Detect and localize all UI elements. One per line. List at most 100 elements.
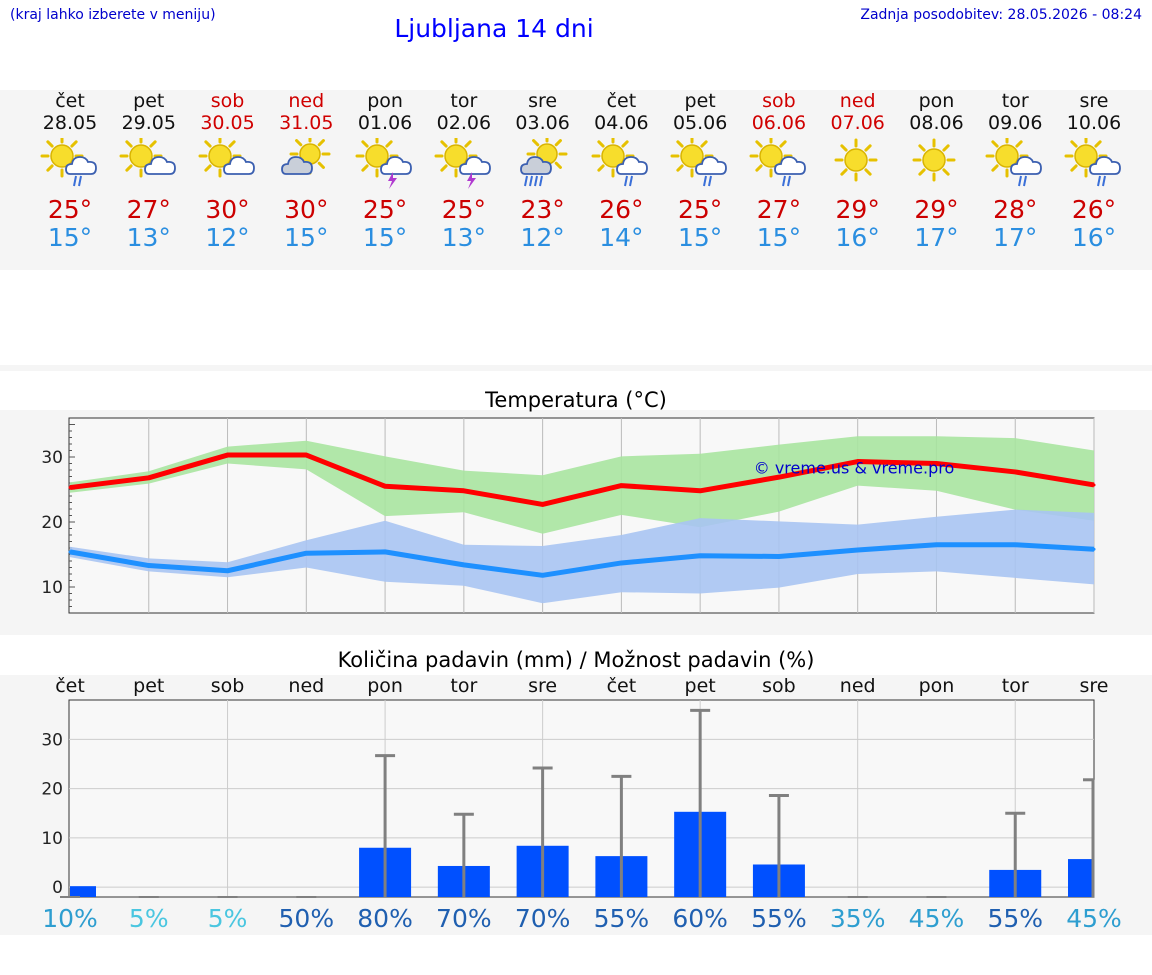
temp-min: 16° (1071, 223, 1117, 252)
day-label: sob (762, 675, 796, 697)
sun-cloud-rain-icon (670, 138, 728, 187)
temp-min-point (1092, 547, 1096, 551)
temp-min: 15° (756, 223, 802, 252)
day-date: 06.06 (751, 112, 807, 134)
day-date: 07.06 (830, 112, 885, 134)
temp-max: 30° (205, 195, 250, 224)
temp-min: 15° (362, 223, 408, 252)
temp-min: 15° (678, 223, 723, 252)
day-date: 10.06 (1066, 112, 1122, 134)
day-forecast: ned 07.06 29° 16° (819, 90, 897, 252)
temp-min: 12° (205, 223, 250, 252)
temp-max-point (226, 453, 230, 457)
day-label: pet (685, 675, 716, 697)
day-date: 02.06 (436, 112, 492, 134)
y-tick-label: 20 (41, 780, 63, 800)
day-label: tor (1002, 675, 1029, 697)
plot-area (68, 699, 1095, 898)
location-hint: (kraj lahko izberete v meniju) (10, 7, 216, 23)
day-label: pon (367, 675, 403, 697)
temp-max-point (777, 475, 781, 479)
sun-cloud-icon (119, 138, 176, 178)
temp-max: 28° (993, 195, 1038, 224)
temp-max-point (147, 476, 151, 480)
temp-min-point (226, 569, 230, 573)
precip-probability: 60% (672, 904, 728, 933)
day-label: pon (919, 675, 955, 697)
sun-cloud-rain-icon (1064, 138, 1121, 187)
sun-cloud-rain-icon (40, 138, 97, 187)
y-tick-label: 0 (52, 878, 63, 898)
temp-min: 17° (993, 223, 1038, 252)
day-forecast: čet 28.05 25° 15° (31, 90, 109, 252)
temp-max-point (462, 489, 466, 493)
day-forecast: tor 02.06 25° 13° (425, 90, 503, 252)
y-tick-label: 30 (41, 730, 63, 750)
day-label: ned (288, 675, 324, 697)
temp-min-line (69, 542, 1095, 578)
day-name: čet (55, 90, 85, 112)
temp-max: 25° (47, 195, 93, 224)
temp-max: 27° (126, 195, 171, 224)
precip-probability: 70% (515, 904, 571, 933)
day-name: pet (684, 90, 716, 112)
day-name: ned (288, 90, 325, 112)
day-name: sre (528, 90, 558, 112)
temp-max-point (304, 453, 308, 457)
day-name: pet (133, 90, 165, 112)
sun-cloud-thunder-icon (355, 138, 412, 189)
day-name: tor (450, 90, 478, 112)
y-tick-label: 10 (41, 829, 63, 849)
day-forecast: sre 10.06 26° 16° (1055, 90, 1133, 252)
precip-probability: 5% (208, 904, 248, 933)
day-forecast: ned 31.05 30° 15° (267, 90, 345, 252)
temp-min: 13° (126, 223, 171, 252)
temp-max: 29° (835, 195, 880, 224)
day-forecast: pet 29.05 27° 13° (110, 90, 188, 252)
temp-max-point (383, 484, 387, 488)
day-label: sob (211, 675, 245, 697)
temp-max: 30° (284, 195, 329, 224)
precip-probability: 10% (42, 904, 98, 933)
temp-min: 17° (914, 223, 959, 252)
cloud-sun-icon (281, 138, 331, 175)
day-date: 09.06 (988, 112, 1043, 134)
precip-probability: 55% (594, 904, 650, 933)
precip-probability: 45% (1066, 904, 1122, 933)
temp-max-point (698, 489, 702, 493)
day-name: čet (606, 90, 637, 112)
temp-min: 14° (599, 223, 644, 252)
temp-min-point (934, 543, 938, 547)
day-label: pet (133, 675, 164, 697)
precip-probability: 5% (129, 904, 169, 933)
precip-probability: 70% (436, 904, 492, 933)
temp-min-point (383, 550, 387, 554)
page-title: Ljubljana 14 dni (394, 14, 594, 43)
day-label: čet (607, 675, 637, 697)
day-date: 28.05 (42, 112, 98, 134)
precipitation-chart: čet pet sob ned pon tor sre čet pet sob ned pon tor s… (41, 675, 1122, 933)
day-forecast: sre 03.06 23° 12° (504, 90, 582, 252)
temp-max: 26° (1071, 195, 1117, 224)
sun-icon (834, 138, 878, 182)
temp-min: 16° (835, 223, 880, 252)
temp-max: 25° (678, 195, 723, 224)
temp-max: 29° (914, 195, 959, 224)
day-date: 08.06 (909, 112, 964, 134)
temp-max-point (1013, 470, 1017, 474)
sun-cloud-rain-icon (985, 138, 1043, 187)
precip-probability: 35% (830, 904, 886, 933)
day-date: 31.05 (279, 112, 334, 134)
day-name: pon (918, 90, 955, 112)
precip-probability: 55% (751, 904, 807, 933)
temp-min-point (1013, 543, 1017, 547)
precip-probability: 80% (357, 904, 413, 933)
temp-min-point (619, 561, 623, 565)
temp-min-range-band (70, 509, 1095, 604)
temp-min: 13° (441, 223, 486, 252)
day-name: sob (210, 90, 245, 112)
day-forecast: pet 05.06 25° 15° (661, 90, 739, 252)
temp-min-point (777, 554, 781, 558)
day-name: pon (367, 90, 403, 112)
sun-icon (912, 138, 956, 182)
